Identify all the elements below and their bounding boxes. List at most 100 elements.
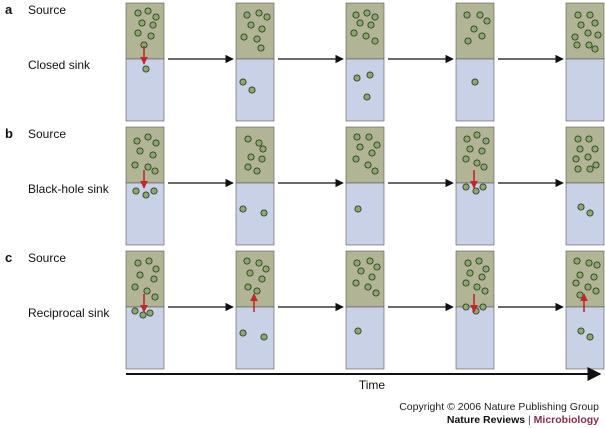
microbe-cell — [470, 25, 478, 33]
microbe-cell — [473, 131, 481, 139]
sink-habitat — [565, 306, 605, 370]
sink-label: Reciprocal sink — [28, 306, 110, 320]
journal-credit: Nature Reviews | Microbiology — [447, 414, 599, 426]
microbe-cell — [584, 283, 592, 291]
microbe-cell — [478, 273, 486, 281]
microbe-cell — [466, 145, 474, 153]
microbe-cell — [576, 271, 584, 279]
microbe-cell — [142, 191, 150, 199]
microbe-cell — [134, 29, 142, 37]
microbe-cell — [149, 21, 157, 29]
microbe-cell — [133, 137, 141, 145]
microbe-cell — [577, 21, 585, 29]
microbe-cell — [585, 41, 593, 49]
microbe-cell — [478, 32, 486, 40]
source-habitat — [565, 126, 605, 184]
microbe-cell — [152, 139, 160, 147]
microbe-cell — [136, 271, 144, 279]
microbe-cell — [253, 167, 261, 175]
sink-habitat — [345, 58, 385, 122]
microbe-cell — [573, 257, 581, 265]
microbe-cell — [255, 259, 263, 267]
microbe-cell — [149, 151, 157, 159]
source-habitat — [235, 250, 275, 308]
microbe-cell — [363, 93, 371, 101]
microbe-cell — [483, 17, 491, 25]
microbe-cell — [571, 33, 579, 41]
source-label: Source — [28, 3, 66, 17]
sink-habitat — [565, 58, 605, 122]
microbe-cell — [479, 303, 487, 311]
sink-label: Black-hole sink — [28, 182, 110, 196]
microbe-cell — [463, 11, 471, 19]
panel-letter: a — [5, 2, 13, 17]
microbe-cell — [572, 279, 580, 287]
microbe-cell — [152, 265, 160, 273]
microbe-cell — [258, 275, 266, 283]
microbe-cell — [143, 287, 151, 295]
sink-habitat — [455, 182, 495, 246]
microbe-cell — [152, 13, 160, 21]
microbe-cell — [586, 165, 594, 173]
microbe-cell — [131, 161, 139, 169]
microbe-cell — [481, 287, 489, 295]
sink-habitat — [455, 58, 495, 122]
microbe-cell — [586, 333, 594, 341]
microbe-cell — [478, 147, 486, 155]
microbe-cell — [134, 259, 142, 267]
source-habitat — [235, 126, 275, 184]
microbe-cell — [352, 279, 360, 287]
microbe-cell — [239, 205, 247, 213]
microbe-cell — [590, 273, 598, 281]
microbe-cell — [139, 311, 147, 319]
microbe-cell — [248, 86, 256, 94]
microbe-cell — [259, 145, 267, 153]
microbe-cell — [257, 44, 265, 52]
microbe-cell — [260, 209, 268, 217]
microbe-cell — [263, 13, 271, 21]
microbe-cell — [471, 78, 479, 86]
microbe-cell — [353, 133, 361, 141]
microbe-cell — [350, 29, 358, 37]
microbe-cell — [357, 267, 365, 275]
microbe-cell — [244, 163, 252, 171]
microbe-cell — [356, 19, 364, 27]
microbe-cell — [364, 161, 372, 169]
sink-habitat — [235, 182, 275, 246]
microbe-cell — [253, 35, 261, 43]
journal-name: Nature Reviews — [446, 414, 526, 426]
microbe-cell — [239, 78, 247, 86]
microbe-cell — [574, 135, 582, 143]
microbe-cell — [363, 9, 371, 17]
microbe-cell — [371, 13, 379, 21]
microbe-cell — [480, 163, 488, 171]
microbe-cell — [584, 153, 592, 161]
source-habitat — [455, 250, 495, 308]
microbe-cell — [240, 33, 248, 41]
sink-label: Closed sink — [28, 58, 91, 72]
microbe-cell — [366, 71, 374, 79]
microbe-cell — [371, 167, 379, 175]
microbe-cell — [371, 37, 379, 45]
microbe-cell — [482, 265, 490, 273]
microbe-cell — [574, 165, 582, 173]
microbe-cell — [246, 269, 254, 277]
microbe-cell — [352, 11, 360, 19]
microbe-cell — [354, 205, 362, 213]
microbe-cell — [144, 163, 152, 171]
microbe-cell — [247, 153, 255, 161]
microbe-cell — [591, 19, 599, 27]
microbe-cell — [372, 289, 380, 297]
microbe-cell — [260, 333, 268, 341]
microbe-cell — [464, 259, 472, 267]
microbe-cell — [373, 263, 381, 271]
microbe-cell — [151, 293, 159, 301]
microbe-cell — [592, 287, 600, 295]
copyright-notice: Copyright © 2006 Nature Publishing Group — [399, 401, 599, 413]
microbe-cell — [365, 133, 373, 141]
microbe-cell — [462, 279, 470, 287]
microbe-cell — [462, 303, 470, 311]
microbe-cell — [585, 135, 593, 143]
microbe-cell — [463, 135, 471, 143]
sink-habitat — [565, 182, 605, 246]
